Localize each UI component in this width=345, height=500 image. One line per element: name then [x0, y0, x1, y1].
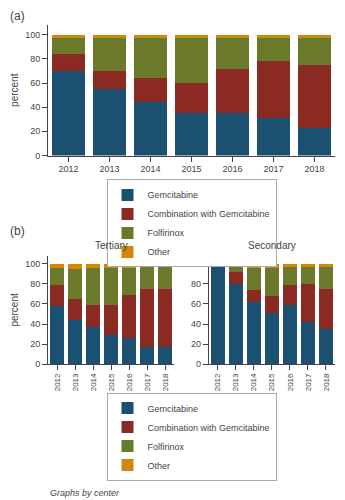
svg-text:Folfirinox: Folfirinox: [148, 228, 185, 238]
svg-text:(a): (a): [10, 9, 25, 23]
svg-text:(b): (b): [10, 224, 25, 238]
svg-text:2013: 2013: [231, 373, 240, 391]
svg-text:2015: 2015: [267, 373, 276, 391]
svg-text:2014: 2014: [89, 373, 98, 391]
svg-text:Folfirinox: Folfirinox: [148, 442, 185, 452]
svg-text:2018: 2018: [161, 373, 170, 391]
svg-text:2012: 2012: [53, 373, 62, 391]
svg-text:2018: 2018: [322, 373, 331, 391]
svg-text:Gemcitabine: Gemcitabine: [148, 404, 199, 414]
svg-text:Combination with Gemcitabine: Combination with Gemcitabine: [148, 423, 270, 433]
svg-text:60: 60: [30, 78, 40, 88]
svg-text:Other: Other: [148, 247, 171, 257]
svg-text:Combination with Gemcitabine: Combination with Gemcitabine: [148, 209, 270, 219]
svg-text:2014: 2014: [140, 164, 160, 174]
svg-text:2013: 2013: [71, 373, 80, 391]
svg-text:100: 100: [25, 30, 40, 40]
svg-text:40: 40: [191, 319, 201, 329]
svg-text:Graphs by center: Graphs by center: [50, 488, 120, 498]
svg-text:2016: 2016: [286, 373, 295, 391]
svg-text:2012: 2012: [213, 373, 222, 391]
svg-text:2013: 2013: [99, 164, 119, 174]
svg-text:80: 80: [30, 279, 40, 289]
svg-text:2017: 2017: [263, 164, 283, 174]
svg-text:Secondary: Secondary: [248, 240, 296, 251]
svg-text:20: 20: [30, 126, 40, 136]
svg-text:80: 80: [191, 279, 201, 289]
svg-text:2015: 2015: [181, 164, 201, 174]
svg-text:60: 60: [30, 299, 40, 309]
svg-text:2017: 2017: [143, 373, 152, 391]
svg-text:40: 40: [30, 319, 40, 329]
svg-text:2015: 2015: [107, 373, 116, 391]
svg-text:Tertiary: Tertiary: [95, 240, 128, 251]
svg-text:Other: Other: [148, 461, 171, 471]
svg-text:2017: 2017: [304, 373, 313, 391]
svg-text:2018: 2018: [304, 164, 324, 174]
svg-text:2016: 2016: [125, 373, 134, 391]
svg-text:Gemcitabine: Gemcitabine: [148, 190, 199, 200]
svg-text:0: 0: [35, 359, 40, 369]
svg-text:40: 40: [30, 102, 40, 112]
svg-text:percent: percent: [9, 293, 20, 327]
svg-text:80: 80: [30, 54, 40, 64]
svg-text:20: 20: [30, 339, 40, 349]
svg-text:20: 20: [191, 339, 201, 349]
svg-text:2016: 2016: [222, 164, 242, 174]
svg-text:60: 60: [191, 299, 201, 309]
svg-text:2014: 2014: [249, 373, 258, 391]
svg-text:percent: percent: [9, 73, 20, 107]
svg-text:0: 0: [35, 151, 40, 161]
svg-text:0: 0: [196, 359, 201, 369]
svg-text:2012: 2012: [58, 164, 78, 174]
svg-text:100: 100: [25, 259, 40, 269]
